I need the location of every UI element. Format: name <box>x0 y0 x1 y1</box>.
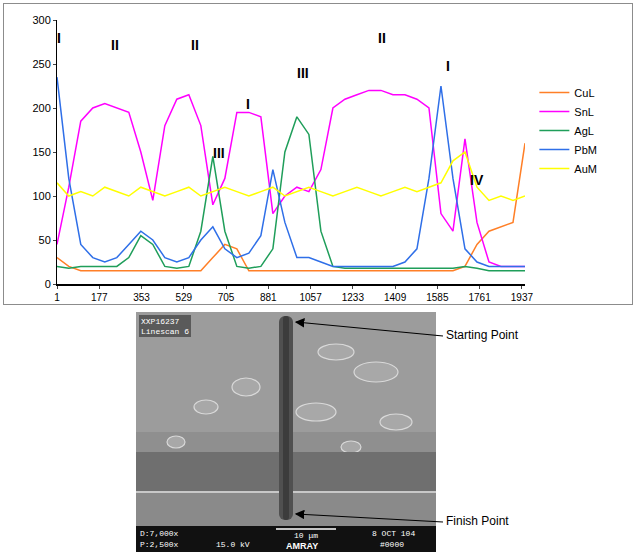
svg-text:I: I <box>57 30 61 46</box>
svg-text:50: 50 <box>39 234 51 246</box>
svg-text:II: II <box>191 37 199 53</box>
svg-text:1585: 1585 <box>426 292 449 303</box>
svg-text:0: 0 <box>45 278 51 290</box>
svg-text:100: 100 <box>32 190 50 202</box>
svg-text:AgL: AgL <box>574 125 594 137</box>
svg-text:II: II <box>378 30 386 46</box>
svg-text:1: 1 <box>54 292 60 303</box>
svg-text:D:7,000x: D:7,000x <box>140 529 179 538</box>
svg-text:I: I <box>446 58 450 74</box>
svg-text:1937: 1937 <box>511 292 534 303</box>
svg-text:200: 200 <box>32 102 50 114</box>
svg-text:1233: 1233 <box>342 292 365 303</box>
svg-text:AMRAY: AMRAY <box>286 541 318 551</box>
svg-text:705: 705 <box>218 292 235 303</box>
html-text:Starting Point: Starting Point <box>446 328 518 342</box>
svg-text:PbM: PbM <box>574 144 597 156</box>
svg-text:250: 250 <box>32 58 50 70</box>
svg-text:III: III <box>297 65 309 81</box>
svg-text:P:2,500x: P:2,500x <box>140 540 179 549</box>
svg-text:IV: IV <box>470 172 484 188</box>
svg-text:15.0 kV: 15.0 kV <box>216 540 250 549</box>
svg-text:CuL: CuL <box>574 87 594 99</box>
svg-text:Linescan 6: Linescan 6 <box>141 327 189 336</box>
svg-text:III: III <box>213 145 225 161</box>
svg-text:1409: 1409 <box>384 292 407 303</box>
svg-text:881: 881 <box>260 292 277 303</box>
svg-text:353: 353 <box>133 292 150 303</box>
svg-text:I: I <box>246 96 250 112</box>
svg-text:529: 529 <box>175 292 192 303</box>
svg-text:10 μm: 10 μm <box>294 531 318 540</box>
svg-text:1057: 1057 <box>299 292 322 303</box>
svg-text:150: 150 <box>32 146 50 158</box>
svg-text:XXP16237: XXP16237 <box>141 317 180 326</box>
html-text:Finish Point: Finish Point <box>446 514 509 528</box>
svg-text:8 OCT 104: 8 OCT 104 <box>372 529 415 538</box>
svg-text:AuM: AuM <box>574 163 597 175</box>
svg-text:#0000: #0000 <box>380 540 404 549</box>
svg-text:SnL: SnL <box>574 106 594 118</box>
svg-text:300: 300 <box>32 14 50 26</box>
svg-text:1761: 1761 <box>468 292 491 303</box>
svg-text:II: II <box>111 37 119 53</box>
svg-text:177: 177 <box>91 292 108 303</box>
